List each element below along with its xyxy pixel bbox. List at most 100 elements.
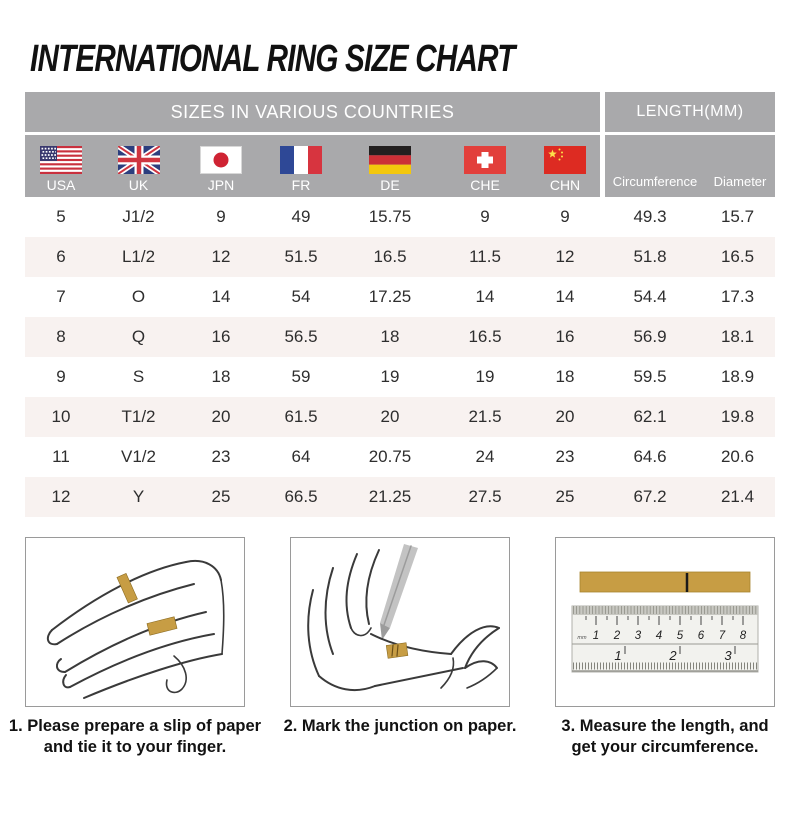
cell: 5 (56, 207, 66, 226)
cell: 11.5 (469, 247, 501, 266)
column-label: Circumference (612, 174, 698, 189)
column-label: UK (128, 177, 149, 193)
china-flag-icon (544, 146, 586, 174)
column-label: Diameter (713, 174, 767, 189)
column-header-chn: CHN (530, 135, 600, 197)
switzerland-flag-icon (464, 146, 506, 174)
column-label: FR (291, 177, 311, 193)
cell: 6 (56, 247, 66, 266)
cell: 54 (291, 287, 311, 306)
usa-flag-icon (40, 146, 82, 174)
instruction-step-1: 1. Please prepare a slip of paper and ti… (9, 537, 261, 759)
cell: 59 (291, 367, 311, 386)
cell: 49.3 (633, 207, 667, 226)
ruler-inch-number: 1 (614, 648, 621, 663)
cell: 17.3 (720, 287, 755, 306)
cell: O (131, 287, 146, 306)
ruler-cm-number: 6 (698, 630, 705, 642)
cell: 54.4 (633, 287, 667, 306)
cell: 9 (216, 207, 226, 226)
ruler-cm-number: 2 (613, 630, 621, 642)
countries-group-header: SIZES IN VARIOUS COUNTRIES (25, 92, 600, 132)
cell: 67.2 (633, 487, 667, 506)
ruler-illustration-icon: mm 1 2 3 4 5 6 7 8 1 2 3 (571, 571, 759, 673)
column-header-uk: UK (97, 135, 180, 197)
cell: 56.9 (633, 327, 667, 346)
cell: 20 (211, 407, 231, 426)
ruler-inch-number: 3 (724, 648, 732, 663)
cell: 20.6 (720, 447, 755, 466)
ruler-inch-number: 2 (668, 648, 677, 663)
mark-junction-illustration-icon (307, 544, 500, 692)
cell: 16.5 (373, 247, 407, 266)
instruction-step-2: 2. Mark the junction on paper. (284, 537, 516, 759)
illustration-hand-with-paper (25, 537, 245, 707)
cell: S (132, 367, 145, 386)
cell: V1/2 (121, 447, 156, 466)
cell: 16.5 (468, 327, 502, 346)
cell: 9 (560, 207, 570, 226)
ruler-cm-number: 8 (740, 630, 747, 642)
ruler-cm-number: 1 (593, 630, 599, 642)
cell: 14 (555, 287, 575, 306)
cell: 14 (475, 287, 495, 306)
cell: 20.75 (368, 447, 412, 466)
ruler-cm-number: 3 (635, 630, 642, 642)
cell: 18 (211, 367, 231, 386)
cell: 18 (555, 367, 575, 386)
illustration-ruler-measure: mm 1 2 3 4 5 6 7 8 1 2 3 (555, 537, 775, 707)
length-group-header: LENGTH(MM) (605, 92, 775, 132)
cell: 20 (380, 407, 400, 426)
column-header-jpn: JPN (180, 135, 262, 197)
instruction-caption-2: 2. Mark the junction on paper. (283, 717, 517, 735)
cell: 19 (380, 367, 400, 386)
column-header-che: CHE (440, 135, 530, 197)
table-body: 5 J1/2 9 49 15.75 9 9 49.3 15.7 6 L1/2 12 51.5 16.5 11… (25, 197, 775, 517)
cell: 64.6 (633, 447, 667, 466)
cell: 18.9 (720, 367, 755, 386)
cell: Y (132, 487, 145, 506)
table-row: 5 J1/2 9 49 15.75 9 9 49.3 15.7 (25, 197, 775, 237)
cell: 18.1 (720, 327, 755, 346)
cell: 24 (475, 447, 495, 466)
france-flag-icon (280, 146, 322, 174)
column-header-de: DE (340, 135, 440, 197)
column-header-usa: USA (25, 135, 97, 197)
japan-flag-icon (200, 146, 242, 174)
column-header-fr: FR (262, 135, 340, 197)
instruction-caption-1: 1. Please prepare a slip of paper and ti… (8, 717, 262, 757)
cell: 66.5 (284, 487, 318, 506)
cell: 64 (291, 447, 311, 466)
column-label: USA (46, 177, 76, 193)
cell: 25 (555, 487, 575, 506)
column-label: CHN (549, 177, 581, 193)
cell: 61.5 (284, 407, 318, 426)
header-section-countries: SIZES IN VARIOUS COUNTRIES (25, 92, 600, 197)
length-subheader-row: Circumference Diameter (605, 135, 775, 197)
germany-flag-icon (369, 146, 411, 174)
cell: 59.5 (633, 367, 667, 386)
illustration-mark-junction (290, 537, 510, 707)
ruler-cm-number: 5 (677, 630, 684, 642)
column-header-circumference: Circumference (605, 135, 705, 197)
cell: 7 (56, 287, 66, 306)
hand-paper-illustration-icon (46, 560, 225, 699)
cell: 12 (211, 247, 231, 266)
cell: 17.25 (368, 287, 412, 306)
cell: 21.4 (720, 487, 755, 506)
instruction-step-3: mm 1 2 3 4 5 6 7 8 1 2 3 (555, 537, 775, 759)
table-row: 12 Y 25 66.5 21.25 27.5 25 67.2 21.4 (25, 477, 775, 517)
column-header-diameter: Diameter (705, 135, 775, 197)
cell: 12 (555, 247, 575, 266)
cell: 9 (480, 207, 490, 226)
column-label: DE (380, 177, 400, 193)
cell: 16 (211, 327, 231, 346)
cell: Q (131, 327, 146, 346)
instruction-caption-3: 3. Measure the length, and get your circ… (561, 717, 769, 757)
cell: 9 (56, 367, 66, 386)
cell: 16 (555, 327, 575, 346)
table-row: 10 T1/2 20 61.5 20 21.5 20 62.1 19.8 (25, 397, 775, 437)
instruction-figures: 1. Please prepare a slip of paper and ti… (0, 537, 800, 759)
cell: 25 (211, 487, 231, 506)
page-title: INTERNATIONAL RING SIZE CHART (30, 38, 515, 80)
